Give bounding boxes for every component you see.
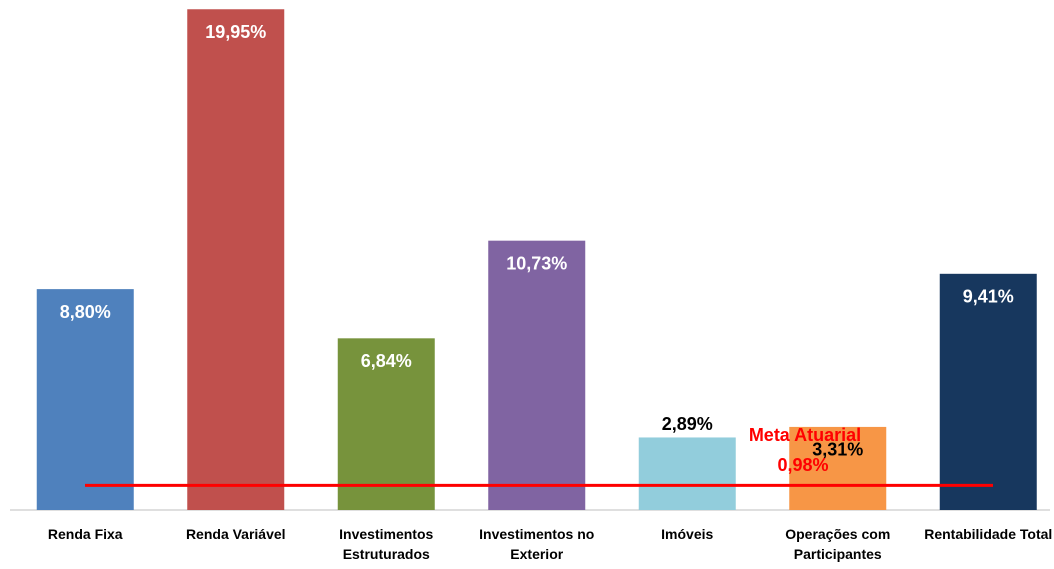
bar bbox=[187, 9, 285, 510]
value-label: 3,31% bbox=[812, 440, 863, 460]
reference-label: Meta Atuarial bbox=[749, 425, 861, 445]
value-label: 2,89% bbox=[662, 414, 713, 434]
x-tick-label: Investimentos no Exterior bbox=[479, 526, 595, 562]
value-label: 9,41% bbox=[963, 287, 1014, 307]
x-tick-label: Renda Variável bbox=[185, 526, 286, 542]
bar bbox=[789, 426, 887, 510]
reference-value-label: 0,98% bbox=[777, 455, 828, 475]
bar bbox=[337, 338, 435, 510]
x-tick-label: Renda Fixa bbox=[47, 526, 123, 542]
bar bbox=[488, 240, 586, 510]
x-tick-label: Imóveis bbox=[661, 526, 714, 542]
value-label: 8,80% bbox=[60, 302, 111, 322]
x-tick-label: Rentabilidade Total bbox=[924, 526, 1053, 542]
bar bbox=[36, 289, 134, 510]
x-tick-label: Investimentos Estruturados bbox=[339, 526, 434, 562]
value-label: 6,84% bbox=[361, 351, 412, 371]
value-label: 19,95% bbox=[205, 22, 266, 42]
value-label: 10,73% bbox=[506, 253, 567, 273]
bar bbox=[939, 273, 1037, 510]
x-tick-label: Operações com Participantes bbox=[785, 526, 891, 562]
bar bbox=[638, 437, 736, 510]
